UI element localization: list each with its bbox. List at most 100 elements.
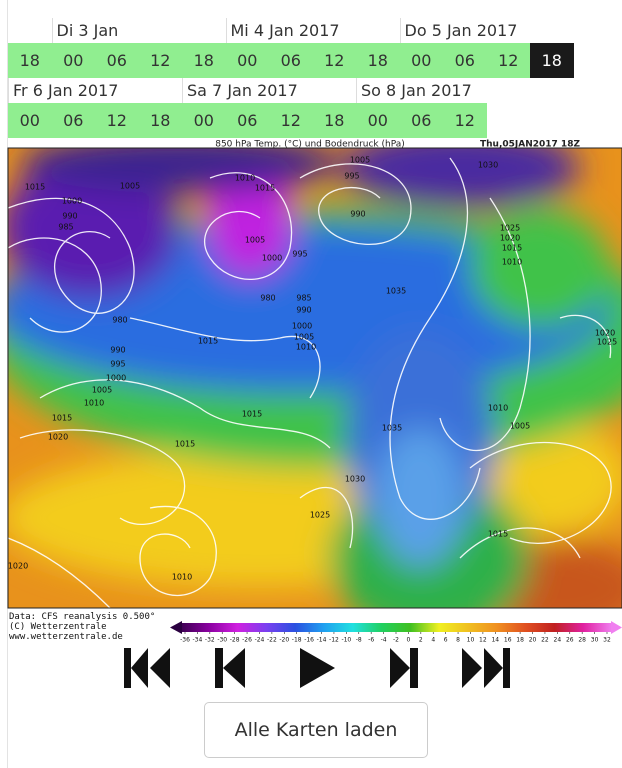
hour-cell[interactable]: 00	[182, 103, 226, 138]
hour-cell[interactable]: 12	[138, 43, 182, 78]
isobar-label: 1010	[235, 174, 255, 183]
hour-cell[interactable]: 18	[8, 43, 52, 78]
map-frame	[7, 147, 622, 609]
map-title: 850 hPa Temp. (°C) und Bodendruck (hPa)	[215, 140, 405, 150]
credit-line: www.wetterzentrale.de	[9, 632, 123, 642]
colorbar-tick-label: 20	[529, 637, 537, 644]
colorbar-tick-label: 12	[479, 637, 487, 644]
isobar-label: 1005	[245, 236, 265, 245]
isobar-label: 995	[292, 250, 307, 259]
isobar-label: 1020	[8, 562, 28, 571]
hour-cell[interactable]: 18	[182, 43, 226, 78]
isobar-label: 985	[58, 223, 73, 232]
colorbar	[180, 623, 612, 632]
isobar-label: 1015	[255, 184, 275, 193]
isobar-label: 1035	[382, 424, 402, 433]
isobar-label: 1030	[478, 161, 498, 170]
hour-cell[interactable]: 00	[356, 103, 400, 138]
first-button[interactable]	[124, 648, 170, 688]
colorbar-tick-label: -14	[317, 637, 327, 644]
colorbar-tick-label: -20	[279, 637, 289, 644]
isobar-label: 985	[296, 294, 311, 303]
hour-cell[interactable]: 00	[225, 43, 269, 78]
colorbar-tick-label: 8	[456, 637, 460, 644]
hour-cell[interactable]: 12	[486, 43, 530, 78]
isobar-label: 1010	[84, 399, 104, 408]
isobar-label: 1000	[292, 322, 312, 331]
colorbar-tick-label: 26	[566, 637, 574, 644]
isobar-label: 1020	[500, 234, 520, 243]
next-button[interactable]	[390, 648, 418, 688]
isobar-label: 1000	[106, 374, 126, 383]
hour-cell[interactable]: 12	[443, 103, 487, 138]
hour-cell[interactable]: 00	[399, 43, 443, 78]
day-header: Mi 4 Jan 2017	[225, 18, 400, 43]
isobar-label: 980	[112, 316, 127, 325]
hour-cell[interactable]: 12	[95, 103, 139, 138]
isobar-label: 1025	[597, 338, 617, 347]
colorbar-tick-label: 10	[467, 637, 475, 644]
credit-line: Data: CFS reanalysis 0.500°	[9, 612, 156, 622]
isobar-label: 1015	[488, 530, 508, 539]
colorbar-ticks: -36 -34 -32 -30 -28 -26 -24 -22 -20 -18 -16 -14 -12-…	[180, 632, 611, 644]
isobar-label: 1025	[500, 224, 520, 233]
isobar-label: 1025	[310, 511, 330, 520]
hour-cell[interactable]: 18	[312, 103, 356, 138]
colorbar-tick-label: 0	[406, 637, 410, 644]
colorbar-tick-label: -12	[329, 637, 339, 644]
hour-cell[interactable]: 06	[95, 43, 139, 78]
hour-cell[interactable]: 06	[225, 103, 269, 138]
isobar-label: 1020	[595, 329, 615, 338]
colorbar-tick-label: -16	[304, 637, 314, 644]
colorbar-tick-label: -4	[381, 637, 387, 644]
isobar-label: 1005	[92, 386, 112, 395]
isobar-label: 1010	[502, 258, 522, 267]
colorbar-tick-label: -28	[230, 637, 240, 644]
isobar-label: 1000	[262, 254, 282, 263]
colorbar-tick-label: -26	[242, 637, 252, 644]
colorbar-tick-label: 14	[491, 637, 499, 644]
isobar-label: 1005	[510, 422, 530, 431]
hour-cell[interactable]: 12	[269, 103, 313, 138]
hour-cell[interactable]: 06	[269, 43, 313, 78]
map-timestamp: Thu,05JAN2017 18Z	[480, 140, 580, 150]
hour-cell[interactable]: 18	[356, 43, 400, 78]
colorbar-right-arrow	[611, 621, 622, 634]
isobar-label: 995	[110, 360, 125, 369]
colorbar-tick-label: -18	[292, 637, 302, 644]
isobar-label: 980	[260, 294, 275, 303]
colorbar-tick-label: 28	[578, 637, 586, 644]
colorbar-tick-label: -22	[267, 637, 277, 644]
colorbar-tick-label: -8	[356, 637, 362, 644]
hour-cell[interactable]: 06	[399, 103, 443, 138]
hour-cell[interactable]: 06	[443, 43, 487, 78]
play-button[interactable]	[300, 648, 335, 688]
isobar-label: 990	[350, 210, 365, 219]
colorbar-tick-label: 22	[541, 637, 549, 644]
colorbar-tick-label: 6	[444, 637, 448, 644]
hour-cell[interactable]: 12	[312, 43, 356, 78]
isobar-label: 1035	[386, 287, 406, 296]
load-all-button[interactable]: Alle Karten laden	[204, 702, 428, 758]
last-button[interactable]	[462, 648, 510, 688]
day-header: Di 3 Jan	[51, 18, 226, 43]
colorbar-tick-label: -36	[180, 637, 190, 644]
isobar-label: 1005	[350, 156, 370, 165]
colorbar-tick-label: 32	[603, 637, 611, 644]
colorbar-tick-label: 4	[431, 637, 435, 644]
colorbar-left-arrow	[170, 621, 182, 634]
weather-map: 850 hPa Temp. (°C) und Bodendruck (hPa) …	[7, 140, 622, 609]
hour-cell[interactable]: 06	[51, 103, 95, 138]
colorbar-tick-label: -34	[193, 637, 203, 644]
hour-cell[interactable]: 00	[8, 103, 52, 138]
previous-button[interactable]	[215, 648, 245, 688]
colorbar-tick-label: -24	[255, 637, 265, 644]
isobar-label: 995	[344, 172, 359, 181]
hour-cell[interactable]: 00	[51, 43, 95, 78]
isobar-label: 1005	[294, 333, 314, 342]
hour-cell[interactable]: 18	[138, 103, 182, 138]
hour-cell[interactable]: 18	[530, 43, 574, 78]
isobar-label: 990	[62, 212, 77, 221]
